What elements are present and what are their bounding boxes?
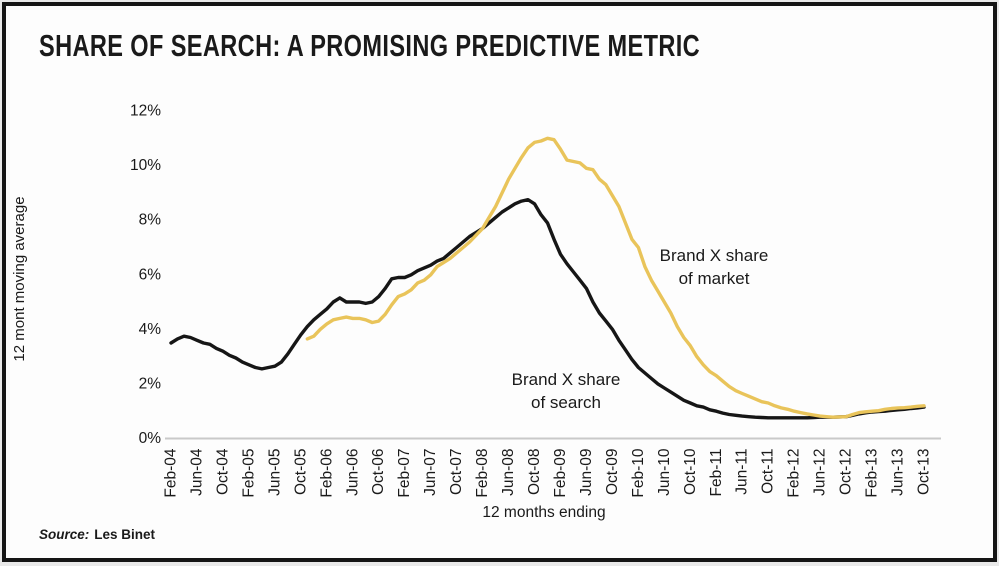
annotation-line: of market [678,269,750,288]
x-axis-title: 12 months ending [482,504,606,521]
x-tick-label: Feb-05 [240,449,257,498]
x-tick-label: Oct-09 [604,449,621,496]
x-tick-label: Feb-04 [163,448,180,497]
x-tick-label: Oct-13 [916,449,933,496]
line-chart: 0% 2% 4% 6% 8% 10% 12% Feb-04 Jun-04 Oct-04 Feb-05… [130,103,941,498]
annotation-line: Brand X share [659,246,769,265]
y-tick-label: 10% [130,157,161,174]
y-tick-label: 4% [139,321,162,338]
x-tick-label: Feb-07 [396,449,413,498]
x-tick-label: Jun-04 [188,448,205,496]
x-tick-label: Oct-08 [526,449,543,496]
x-tick-label: Feb-09 [552,449,569,498]
x-tick-label: Oct-07 [448,449,465,496]
x-tick-label: Feb-11 [708,449,725,497]
y-axis-title: 12 mont moving average [11,196,28,362]
y-tick-label: 0% [139,430,162,447]
series-line-brand-x-share-of-market [305,136,926,419]
annotation-line: Brand X share [511,370,621,389]
series-line-brand-x-share-of-search [169,198,926,420]
x-tick-label: Jun-08 [500,449,517,496]
x-tick-label: Oct-04 [214,448,231,495]
annotation-line: of search [531,393,601,412]
x-tick-label: Feb-12 [786,449,803,498]
x-tick-label: Jun-06 [344,449,361,496]
x-tick-label: Feb-10 [630,448,647,497]
x-tick-label: Jun-09 [578,449,595,496]
x-tick-label: Oct-06 [370,449,387,496]
x-tick-label: Jun-07 [422,449,439,496]
chart-title: SHARE OF SEARCH: A PROMISING PREDICTIVE … [39,28,701,63]
x-tick-label: Jun-12 [812,449,829,496]
x-tick-label: Oct-11 [760,449,777,494]
x-tick-label: Oct-12 [838,449,855,496]
y-tick-label: 8% [139,212,162,229]
x-tick-label: Feb-13 [864,449,881,498]
x-tick-label: Jun-11 [734,449,751,495]
annotation-brand-x-share-of-market: Brand X share of market [634,244,794,290]
x-tick-label: Oct-05 [292,449,309,496]
y-tick-label: 12% [130,103,161,120]
source-value: Les Binet [94,527,156,542]
x-tick-label: Feb-08 [474,448,491,497]
source-note: Source: Les Binet [39,527,155,542]
x-tick-label: Jun-05 [266,449,283,496]
annotation-brand-x-share-of-search: Brand X share of search [486,368,646,414]
x-tick-label: Oct-10 [682,448,699,495]
x-tick-label: Jun-13 [890,449,907,496]
source-label: Source: [39,527,90,542]
y-tick-label: 2% [139,375,162,392]
y-tick-label: 6% [139,266,162,283]
x-tick-label: Jun-10 [656,448,673,496]
x-tick-label: Feb-06 [318,449,335,498]
